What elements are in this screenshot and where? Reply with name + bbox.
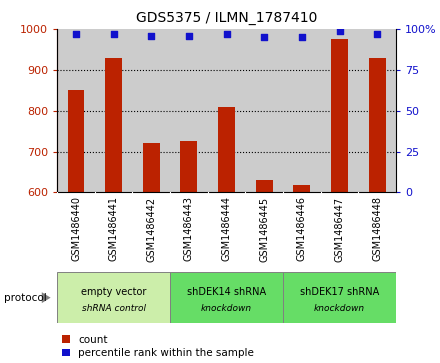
Text: GSM1486442: GSM1486442 [147, 196, 156, 261]
Text: empty vector: empty vector [81, 286, 147, 297]
Text: shDEK17 shRNA: shDEK17 shRNA [300, 286, 379, 297]
Text: knockdown: knockdown [314, 304, 365, 313]
Text: GSM1486443: GSM1486443 [184, 196, 194, 261]
Point [298, 34, 305, 40]
Bar [293, 185, 310, 192]
Title: GDS5375 / ILMN_1787410: GDS5375 / ILMN_1787410 [136, 11, 317, 25]
Text: GSM1486441: GSM1486441 [109, 196, 119, 261]
Text: GSM1486440: GSM1486440 [71, 196, 81, 261]
Point [223, 31, 230, 37]
Text: GSM1486444: GSM1486444 [222, 196, 231, 261]
Bar [170, 272, 283, 323]
Text: GSM1486447: GSM1486447 [334, 196, 345, 261]
Bar [369, 58, 385, 192]
Text: protocol: protocol [4, 293, 47, 303]
Bar [143, 143, 160, 192]
Bar [57, 272, 170, 323]
Text: GSM1486445: GSM1486445 [259, 196, 269, 261]
Bar [105, 58, 122, 192]
Bar [218, 107, 235, 192]
Bar [180, 141, 198, 192]
Point [261, 34, 268, 40]
Text: GSM1486446: GSM1486446 [297, 196, 307, 261]
Bar [256, 180, 273, 192]
Point [148, 33, 155, 38]
Bar [283, 272, 396, 323]
Point [336, 28, 343, 33]
Text: knockdown: knockdown [201, 304, 252, 313]
Legend: count, percentile rank within the sample: count, percentile rank within the sample [62, 335, 254, 358]
Bar [331, 39, 348, 192]
Text: shRNA control: shRNA control [82, 304, 146, 313]
Point [110, 31, 117, 37]
Bar [68, 90, 84, 192]
Point [185, 33, 192, 38]
Point [374, 31, 381, 37]
Point [73, 31, 80, 37]
Text: GSM1486448: GSM1486448 [372, 196, 382, 261]
Text: shDEK14 shRNA: shDEK14 shRNA [187, 286, 266, 297]
